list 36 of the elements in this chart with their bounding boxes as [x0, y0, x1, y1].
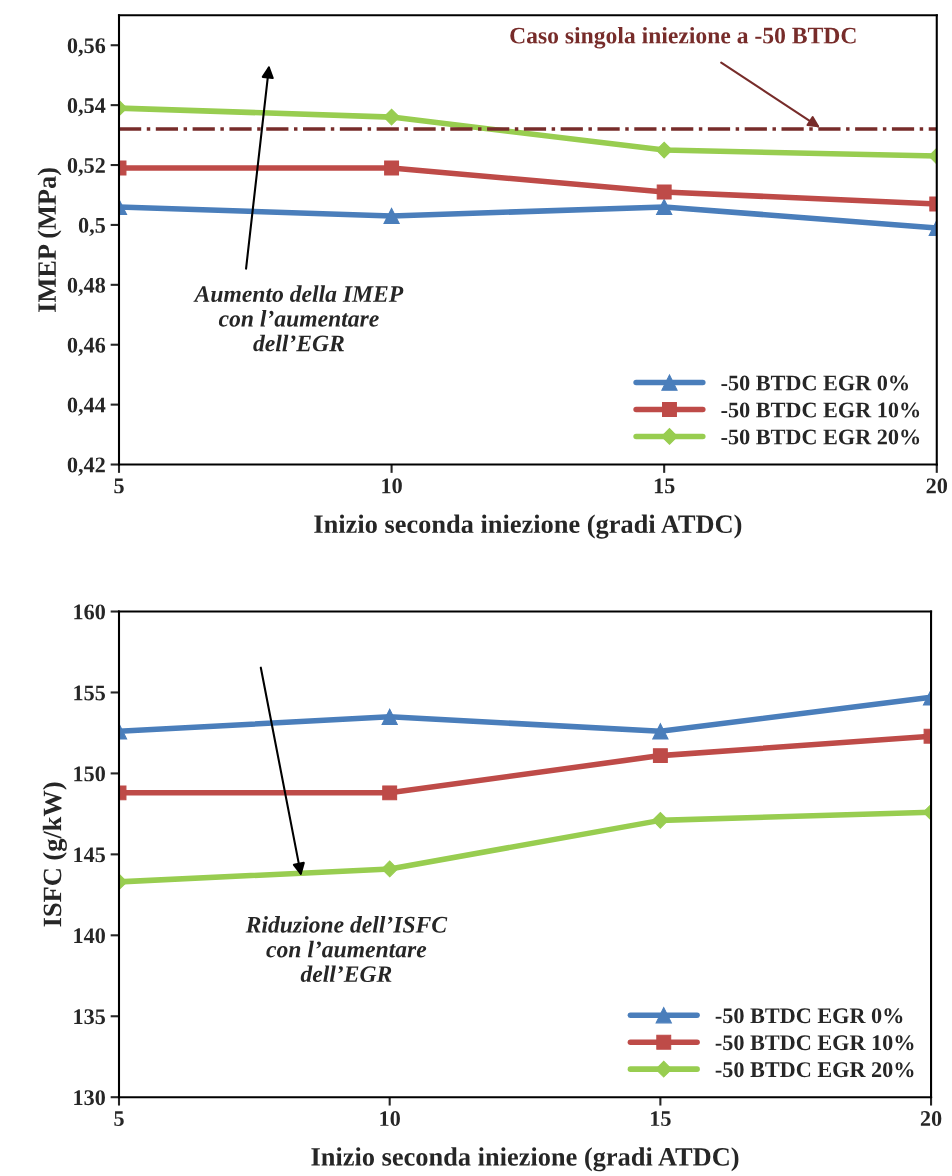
legend-label: -50 BTDC EGR 0%: [715, 1008, 903, 1024]
y-axis-title: ISFC (g/kW): [42, 782, 67, 927]
legend-label: -50 BTDC EGR 10%: [721, 402, 920, 418]
y-tick-label: 0,44: [67, 397, 106, 416]
x-tick-label: 20: [926, 478, 948, 494]
legend-label: -50 BTDC EGR 20%: [721, 429, 920, 445]
annotation: Aumento della IMEP con l’aumentare dell’EGR: [193, 285, 404, 352]
y-tick-label: 0,48: [67, 277, 106, 296]
ref-line-label: Caso singola iniezione a -50 BTDC: [510, 26, 856, 49]
x-tick-label: 15: [654, 478, 675, 494]
x-axis-title: Inizio seconda iniezione (gradi ATDC): [311, 1147, 739, 1172]
x-tick-label: 15: [651, 1111, 671, 1127]
legend-label: -50 BTDC EGR 20%: [715, 1062, 914, 1078]
x-tick-label: 10: [380, 1111, 400, 1127]
y-tick-label: 0,5: [78, 217, 105, 237]
x-axis-title: Inizio seconda iniezione (gradi ATDC): [314, 514, 742, 539]
y-tick-label: 140: [74, 928, 105, 944]
y-tick-label: 0,46: [67, 337, 106, 356]
x-tick-label: 5: [114, 1111, 124, 1127]
y-tick-label: 160: [74, 604, 105, 620]
annotation: Riduzione dell’ISFC con l’aumentare dell’EGR: [245, 916, 448, 983]
y-tick-label: 0,54: [67, 98, 106, 117]
y-tick-label: 135: [74, 1009, 105, 1025]
y-tick-label: 0,56: [67, 38, 106, 57]
legend-label: -50 BTDC EGR 10%: [715, 1035, 914, 1051]
legend-label: -50 BTDC EGR 0%: [721, 375, 909, 391]
y-axis-title: IMEP (MPa): [37, 168, 62, 312]
y-tick-label: 155: [74, 685, 105, 701]
y-tick-label: 145: [74, 847, 105, 863]
x-tick-label: 10: [382, 478, 402, 494]
y-tick-label: 0,52: [67, 157, 105, 177]
x-tick-label: 20: [920, 1111, 942, 1127]
y-tick-label: 150: [74, 766, 105, 782]
x-tick-label: 5: [114, 478, 124, 494]
y-tick-label: 130: [74, 1090, 105, 1106]
y-tick-label: 0,42: [67, 457, 105, 476]
